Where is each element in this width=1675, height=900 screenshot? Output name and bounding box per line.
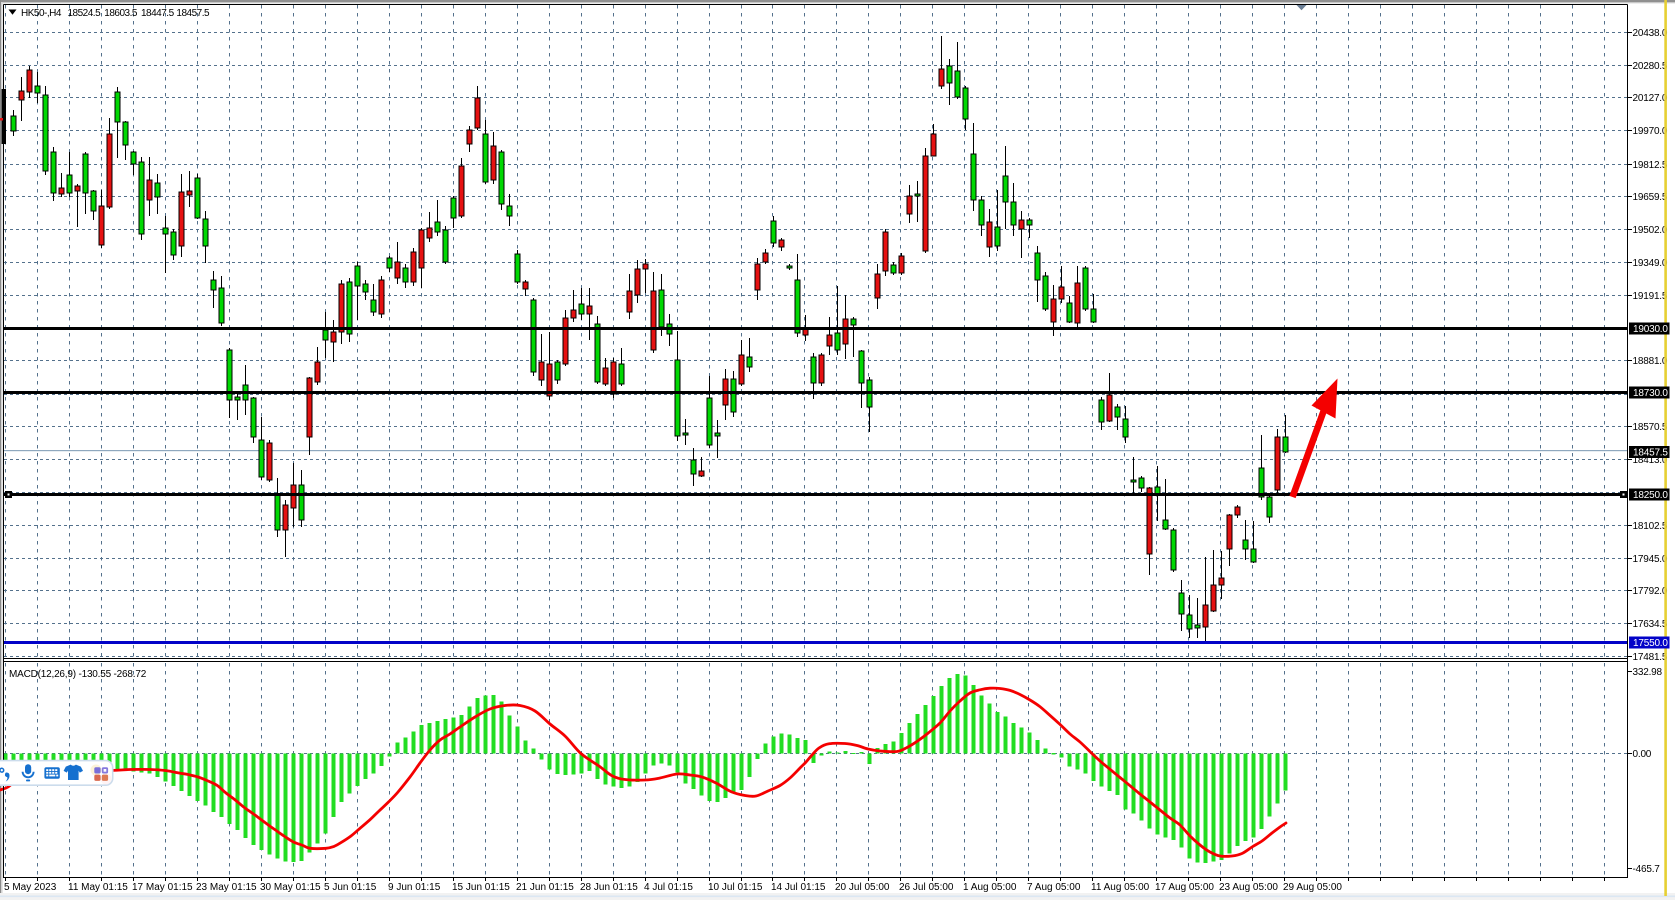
- svg-text:19812.5: 19812.5: [1633, 160, 1668, 171]
- svg-text:332.98: 332.98: [1633, 667, 1663, 678]
- svg-text:18413.0: 18413.0: [1633, 455, 1668, 466]
- svg-text:HK50-,H4: HK50-,H4: [21, 8, 62, 19]
- svg-text:30 May 01:15: 30 May 01:15: [260, 882, 321, 893]
- svg-text:17481.5: 17481.5: [1633, 652, 1668, 663]
- svg-text:15 Jun 01:15: 15 Jun 01:15: [452, 882, 510, 893]
- svg-text:17 May 01:15: 17 May 01:15: [132, 882, 193, 893]
- svg-text:17634.5: 17634.5: [1633, 619, 1668, 630]
- svg-text:11 Aug 05:00: 11 Aug 05:00: [1091, 882, 1150, 893]
- svg-text:19191.5: 19191.5: [1633, 291, 1668, 302]
- svg-text:26 Jul 05:00: 26 Jul 05:00: [899, 882, 954, 893]
- svg-text:11 May 01:15: 11 May 01:15: [68, 882, 128, 893]
- svg-text:18457.5: 18457.5: [1633, 448, 1668, 459]
- svg-text:18457.5: 18457.5: [176, 8, 210, 19]
- svg-text:18603.5: 18603.5: [104, 8, 138, 19]
- svg-text:18570.5: 18570.5: [1633, 422, 1668, 433]
- svg-text:19659.5: 19659.5: [1633, 192, 1668, 203]
- svg-text:14 Jul 01:15: 14 Jul 01:15: [771, 882, 826, 893]
- svg-text:20438.0: 20438.0: [1633, 28, 1668, 39]
- svg-text:4 Jul 01:15: 4 Jul 01:15: [644, 882, 693, 893]
- svg-text:23 Aug 05:00: 23 Aug 05:00: [1219, 882, 1278, 893]
- svg-text:20127.0: 20127.0: [1633, 93, 1668, 104]
- svg-text:21 Jun 01:15: 21 Jun 01:15: [516, 882, 574, 893]
- svg-text:18730.0: 18730.0: [1633, 388, 1668, 399]
- svg-text:23 May 01:15: 23 May 01:15: [196, 882, 257, 893]
- svg-text:19349.0: 19349.0: [1633, 258, 1668, 269]
- svg-text:9 Jun 01:15: 9 Jun 01:15: [388, 882, 441, 893]
- svg-text:20 Jul 05:00: 20 Jul 05:00: [835, 882, 890, 893]
- svg-text:18102.5: 18102.5: [1633, 521, 1668, 532]
- svg-text:7 Aug 05:00: 7 Aug 05:00: [1027, 882, 1081, 893]
- svg-text:5 Jun 01:15: 5 Jun 01:15: [324, 882, 377, 893]
- svg-text:18881.0: 18881.0: [1633, 356, 1668, 367]
- svg-text:19030.0: 19030.0: [1633, 324, 1668, 335]
- svg-text:28 Jun 01:15: 28 Jun 01:15: [580, 882, 638, 893]
- svg-text:5 May 2023: 5 May 2023: [4, 882, 57, 893]
- svg-text:20280.5: 20280.5: [1633, 61, 1668, 72]
- svg-text:1 Aug 05:00: 1 Aug 05:00: [963, 882, 1017, 893]
- svg-text:10 Jul 01:15: 10 Jul 01:15: [708, 882, 763, 893]
- svg-text:MACD(12,26,9) -130.55 -268.72: MACD(12,26,9) -130.55 -268.72: [9, 669, 147, 680]
- svg-text:17792.0: 17792.0: [1633, 586, 1668, 597]
- svg-text:18250.0: 18250.0: [1633, 490, 1668, 501]
- svg-text:18524.5: 18524.5: [68, 8, 102, 19]
- svg-text:29 Aug 05:00: 29 Aug 05:00: [1283, 882, 1342, 893]
- svg-text:18447.5: 18447.5: [141, 8, 175, 19]
- svg-text:17945.0: 17945.0: [1633, 554, 1668, 565]
- svg-text:-465.7: -465.7: [1633, 864, 1661, 875]
- svg-text:0.00: 0.00: [1633, 749, 1652, 760]
- svg-text:19970.0: 19970.0: [1633, 126, 1668, 137]
- svg-text:17 Aug 05:00: 17 Aug 05:00: [1155, 882, 1214, 893]
- svg-text:17550.0: 17550.0: [1633, 638, 1668, 649]
- svg-text:19502.0: 19502.0: [1633, 225, 1668, 236]
